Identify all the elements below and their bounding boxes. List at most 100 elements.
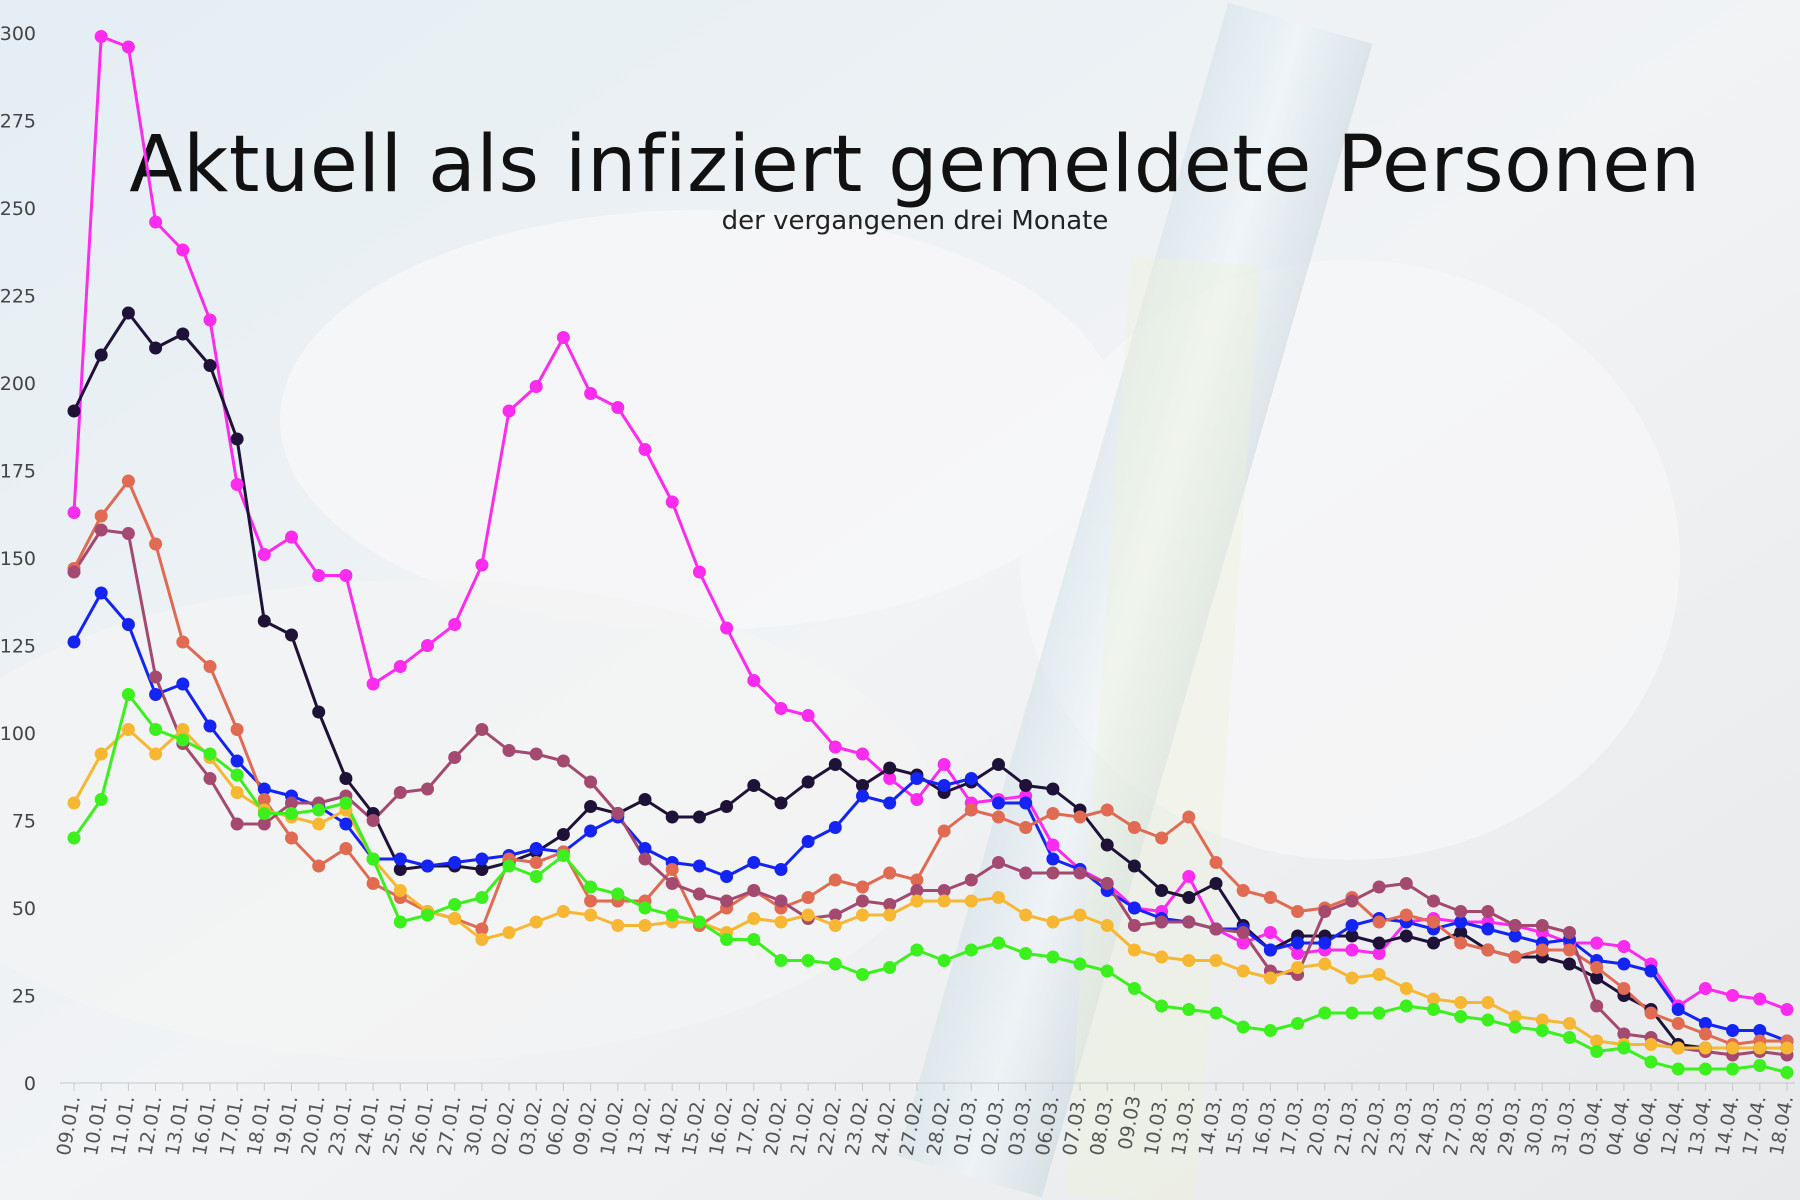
series-5-point [448,751,462,764]
series-3-point [692,859,706,873]
series-1-point [1372,947,1386,960]
series-5-point [1019,866,1033,880]
series-4-point [121,474,135,488]
series-7-point [910,943,924,957]
series-6-point [149,747,163,761]
series-2-point [149,341,163,355]
series-7-point [964,943,978,957]
series-7-point [230,768,244,782]
series-1-point [774,702,788,715]
series-4-point [801,891,815,904]
series-1-point [1291,947,1305,960]
series-7-point [1563,1031,1576,1044]
series-6-point [1671,1041,1685,1055]
series-3-point [176,677,190,691]
series-7-point [149,723,163,736]
series-2-point [94,348,108,362]
series-1-point [747,674,761,687]
series-4-point [149,537,163,551]
series-2-point [774,796,788,810]
series-3-point [1046,852,1060,866]
series-6-point [910,894,924,908]
series-2-point [584,800,598,813]
series-7-point [1399,999,1413,1013]
series-line-5 [72,528,1788,1057]
series-7-point [556,849,570,862]
series-6-point [801,908,815,922]
series-1-point [720,621,734,635]
series-7-point [1508,1020,1522,1034]
series-7-point [1127,982,1141,995]
series-7-point [1046,950,1060,964]
series-6-point [1046,915,1060,929]
series-2-point [257,614,271,628]
series-1-point [1046,838,1060,852]
series-6-point [1318,957,1332,971]
series-5-point [230,817,244,831]
series-line-1 [72,35,1788,1011]
series-2-point [665,810,679,824]
series-5-point [856,894,869,908]
series-3-point [448,856,462,869]
series-6-point [475,933,489,946]
series-6-point [747,912,761,925]
series-2-point [1155,884,1169,897]
series-4-point [285,831,298,845]
series-7-point [1753,1059,1767,1072]
series-7-point [1372,1006,1386,1020]
series-4-point [1671,1017,1685,1030]
series-4-point [203,660,217,673]
series-7-point [1427,1003,1440,1016]
series-6-point [1563,1017,1576,1030]
series-7-point [1155,999,1169,1013]
series-3-point [910,772,924,785]
series-5-point [149,670,163,684]
series-6-point [529,915,543,929]
series-5-point [992,856,1005,869]
series-3-point [203,719,217,733]
series-1-point [149,215,163,229]
series-4-point [1617,982,1631,995]
series-4-point [339,842,353,855]
series-5-point [937,884,951,897]
series-5-point [747,884,761,897]
series-6-point [992,891,1005,904]
series-5-point [720,894,734,908]
series-6-point [448,912,462,925]
series-7-point [1698,1062,1712,1076]
series-1-point [529,380,543,393]
series-6-point [828,919,842,932]
series-2-point [121,306,135,320]
series-6-point [1753,1041,1767,1055]
series-3-point [1454,915,1468,929]
series-7-point [1590,1045,1604,1058]
series-4-point [964,803,978,817]
series-line-2 [72,311,1787,1050]
series-1-point [94,30,108,43]
series-3-point [149,688,163,701]
series-7-point [1644,1055,1658,1069]
series-4-point [937,824,951,838]
series-1-point [883,772,897,785]
series-6-point [1345,971,1359,985]
series-5-point [1454,905,1468,918]
series-3-point [339,817,353,831]
y-tick-label: 150 [0,548,36,570]
series-6-point [1372,968,1386,981]
series-5-point [475,723,489,736]
series-3-point [883,796,897,810]
series-3-point [1019,796,1033,810]
series-2-point [883,761,897,775]
series-6-point [1535,1013,1549,1027]
series-7-point [176,733,190,747]
series-4-point [1019,821,1033,834]
series-5-point [692,887,706,901]
y-tick-label: 50 [12,898,36,920]
series-6-point [611,919,625,932]
series-6-point [1073,908,1087,922]
series-7-point [121,688,135,701]
series-1-point [665,495,679,509]
series-5-point [94,523,108,537]
series-1-point [1726,989,1740,1002]
